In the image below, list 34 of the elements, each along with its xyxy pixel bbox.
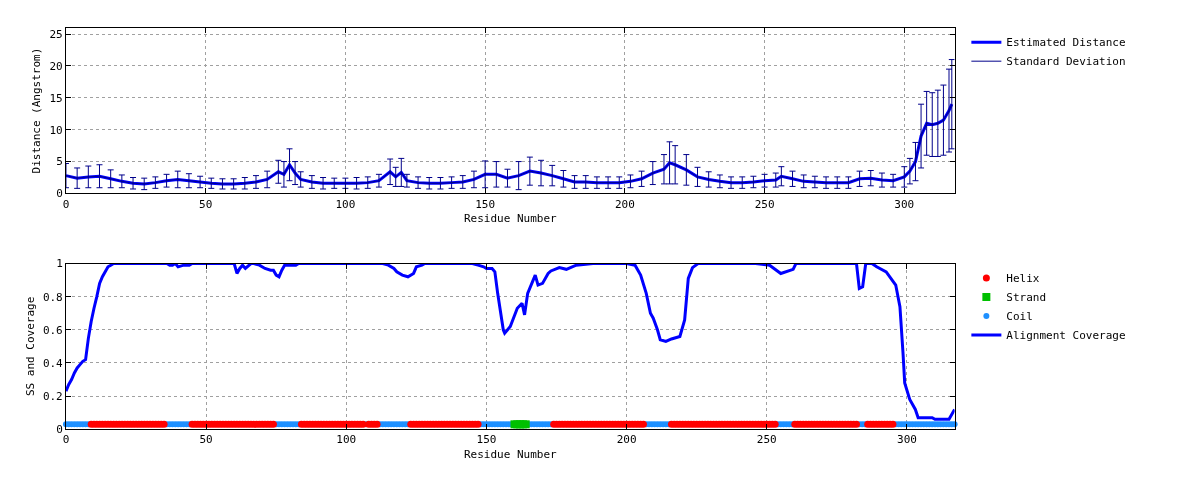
- x-tick-label: 150: [476, 433, 497, 447]
- x-tick-label: 300: [894, 197, 915, 211]
- y-tick-label: 25: [49, 27, 63, 41]
- y-tick-label: 0.6: [42, 323, 63, 337]
- x-tick-label: 150: [475, 197, 496, 211]
- x-tick-label: 50: [199, 197, 213, 211]
- y-tick-label: 15: [49, 91, 63, 105]
- y-tick-label: 1: [56, 257, 63, 271]
- x-axis-title: Residue Number: [463, 211, 558, 225]
- x-axis-title: Residue Number: [463, 447, 558, 461]
- y-tick-label: 0: [56, 423, 63, 437]
- legend-label: Standard Deviation: [1006, 55, 1126, 69]
- y-axis-title: Distance (Angstrom): [30, 47, 44, 174]
- x-tick-label: 100: [336, 433, 357, 447]
- legend-label: Estimated Distance: [1006, 36, 1126, 50]
- y-tick-label: 0.2: [42, 389, 63, 403]
- legend-label: Alignment Coverage: [1006, 329, 1126, 343]
- x-tick-label: 250: [754, 197, 775, 211]
- x-tick-label: 300: [897, 433, 917, 447]
- x-tick-label: 200: [616, 433, 637, 447]
- y-axis-title: SS and Coverage: [23, 296, 37, 397]
- y-tick-label: 0.4: [42, 356, 64, 370]
- y-tick-label: 20: [49, 59, 63, 73]
- x-tick-label: 250: [756, 433, 777, 447]
- x-tick-label: 100: [335, 197, 356, 211]
- x-tick-label: 50: [199, 433, 213, 447]
- legend-label: Coil: [1006, 310, 1033, 324]
- y-tick-label: 5: [56, 155, 63, 169]
- legend-label: Strand: [1006, 291, 1047, 305]
- y-tick-label: 0: [56, 187, 63, 201]
- x-tick-label: 200: [614, 197, 635, 211]
- y-tick-label: 0.8: [42, 290, 63, 304]
- y-tick-label: 10: [49, 123, 63, 137]
- legend-label: Helix: [1006, 272, 1040, 286]
